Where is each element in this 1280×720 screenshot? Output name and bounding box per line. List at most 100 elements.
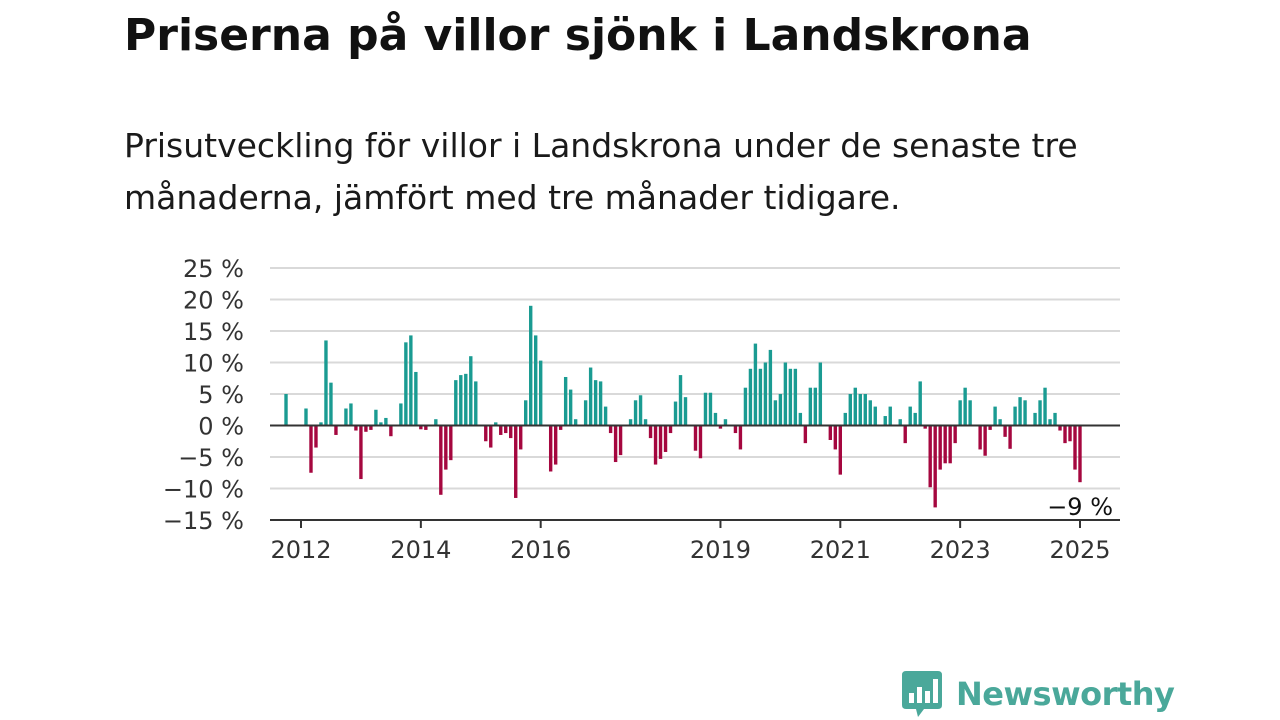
bar xyxy=(494,422,498,426)
bar xyxy=(768,349,773,426)
bar xyxy=(1038,400,1042,426)
x-tick-label: 2012 xyxy=(270,536,331,564)
bar xyxy=(848,394,852,426)
y-tick-label: 25 % xyxy=(183,255,244,283)
bar xyxy=(364,425,368,432)
bar xyxy=(838,425,842,475)
bar xyxy=(683,397,688,426)
bar xyxy=(828,425,833,440)
bar xyxy=(583,400,588,426)
bar xyxy=(454,380,458,426)
bar xyxy=(793,368,798,426)
bar xyxy=(444,425,448,470)
bar xyxy=(998,419,1002,426)
x-tick-label: 2023 xyxy=(930,536,991,564)
bar xyxy=(673,401,678,426)
y-tick-label: −15 % xyxy=(163,507,244,535)
x-tick-label: 2019 xyxy=(690,536,751,564)
brand-name: Newsworthy xyxy=(956,675,1175,713)
bar xyxy=(1018,397,1022,426)
bar xyxy=(284,394,288,426)
bar xyxy=(548,425,553,472)
x-tick-label: 2021 xyxy=(810,536,871,564)
bar xyxy=(703,392,708,426)
bar xyxy=(888,406,892,426)
bar xyxy=(464,373,468,426)
bar xyxy=(1013,406,1017,426)
bar xyxy=(1033,412,1037,426)
bar xyxy=(633,400,638,426)
bar xyxy=(718,425,723,429)
bar xyxy=(334,425,338,435)
bar xyxy=(628,419,633,426)
axes xyxy=(270,424,1120,521)
bar xyxy=(354,425,358,431)
bar xyxy=(928,425,932,488)
last-value-label: −9 % xyxy=(1047,493,1113,521)
bar xyxy=(813,387,818,426)
newsworthy-logo: Newsworthy xyxy=(902,670,1175,718)
y-axis-ticks: 25 % 20 % 15 % 10 % 5 % 0 % −5 % −10 % −15 % xyxy=(163,255,244,535)
bar xyxy=(653,425,658,465)
y-tick-label: 5 % xyxy=(198,381,244,409)
bar xyxy=(923,425,927,429)
bar xyxy=(608,425,613,434)
bar xyxy=(978,425,982,450)
bar xyxy=(748,368,753,426)
bar xyxy=(469,356,473,426)
chart-title: Priserna på villor sjönk i Landskrona xyxy=(124,10,1032,61)
bar xyxy=(708,392,713,426)
bar xyxy=(1003,425,1007,437)
bar xyxy=(1063,425,1067,444)
bar xyxy=(948,425,952,464)
bar xyxy=(424,425,428,430)
bar xyxy=(613,425,618,463)
bar xyxy=(439,425,443,495)
bar xyxy=(573,419,578,426)
bar xyxy=(324,340,328,426)
bar xyxy=(988,425,992,430)
bar xyxy=(643,419,648,426)
bar xyxy=(434,419,438,426)
bar xyxy=(344,408,348,426)
x-axis-ticks: 2012 2014 2016 2019 2021 2023 2025 xyxy=(270,520,1111,564)
y-tick-label: −5 % xyxy=(178,444,244,472)
bar xyxy=(389,425,393,437)
newsworthy-bar-chart-icon xyxy=(902,671,942,717)
bar xyxy=(778,394,783,426)
bar xyxy=(484,425,488,442)
bar xyxy=(953,425,957,444)
bar xyxy=(309,425,313,473)
bar xyxy=(753,343,758,426)
bar xyxy=(534,335,538,426)
bar xyxy=(803,425,808,444)
bar xyxy=(304,408,308,426)
bar xyxy=(698,425,703,459)
bar xyxy=(374,409,378,426)
bar xyxy=(474,381,478,426)
bars xyxy=(284,305,1082,508)
bar xyxy=(863,394,867,426)
bar xyxy=(933,425,937,508)
bar xyxy=(788,368,793,426)
bar xyxy=(858,394,862,426)
bar xyxy=(524,400,528,426)
y-tick-label: 15 % xyxy=(183,318,244,346)
y-tick-label: 10 % xyxy=(183,350,244,378)
bar xyxy=(369,425,373,430)
bar-chart: 25 % 20 % 15 % 10 % 5 % 0 % −5 % −10 % −15 % 201… xyxy=(163,255,1120,564)
x-tick-label: 2016 xyxy=(510,536,571,564)
bar xyxy=(678,375,683,426)
bar xyxy=(1078,425,1082,483)
bar xyxy=(1048,419,1052,426)
bar xyxy=(459,375,463,426)
bar xyxy=(489,425,493,448)
bar xyxy=(1023,400,1027,426)
bar xyxy=(419,425,423,430)
bar xyxy=(943,425,947,464)
bar xyxy=(409,335,413,426)
chart-subtitle: Prisutveckling för villor i Landskrona u… xyxy=(124,126,1078,217)
bar xyxy=(898,419,902,426)
bar xyxy=(723,419,728,426)
bar xyxy=(818,362,823,426)
